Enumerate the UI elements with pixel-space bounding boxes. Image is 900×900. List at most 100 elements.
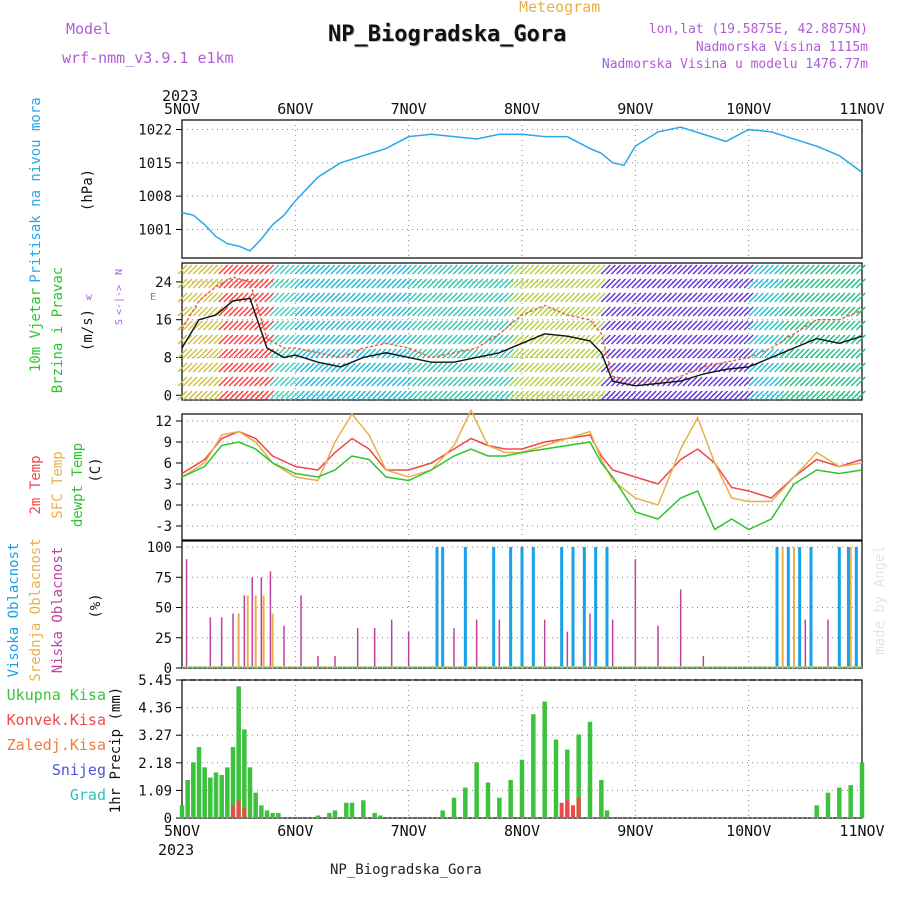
wind-barb — [412, 334, 423, 345]
wind-barb — [447, 362, 458, 373]
cloud-bar — [594, 547, 598, 668]
wind-barb — [682, 362, 693, 373]
wind-barb — [401, 306, 412, 317]
wind-barb — [631, 334, 642, 345]
wind-barb — [177, 348, 188, 359]
wind-barb — [452, 390, 463, 401]
wind-barbs — [177, 264, 866, 401]
cloud-bar — [269, 571, 272, 668]
wind-barb — [325, 390, 336, 401]
ytick-label-cloud: 75 — [155, 570, 172, 586]
wind-barb — [350, 320, 361, 331]
wind-barb — [391, 278, 402, 289]
cloud-bar — [373, 628, 376, 668]
wind-barb — [279, 376, 290, 387]
wind-barb — [636, 348, 647, 359]
wind-barb — [233, 376, 244, 387]
wind-barb — [677, 390, 688, 401]
wind-barb — [182, 376, 193, 387]
wind-barb — [254, 278, 264, 289]
wind-barb — [748, 306, 759, 317]
cloud-bar — [775, 547, 779, 668]
wind-barb — [580, 320, 591, 331]
wind-barb — [330, 320, 341, 331]
xtick-label-top: 7NOV — [391, 100, 427, 118]
wind-barb — [320, 348, 331, 359]
wind-barb — [667, 306, 678, 317]
wind-barb — [835, 278, 846, 289]
wind-barb — [840, 348, 851, 359]
wind-barb — [687, 306, 698, 317]
wind-barb — [381, 320, 392, 331]
wind-barb — [733, 320, 744, 331]
elevation-label: Nadmorska Visina 1115m — [695, 40, 868, 55]
cloud-bar — [334, 655, 336, 668]
wind-barb — [697, 376, 708, 387]
wind-barb — [310, 348, 321, 359]
wind-barb — [830, 264, 841, 275]
wind-barb — [707, 320, 718, 331]
wind-barb — [345, 306, 356, 317]
wind-barb — [503, 278, 514, 289]
wind-barb — [718, 348, 729, 359]
wind-barb — [325, 362, 336, 373]
wind-barb — [274, 320, 285, 331]
precip-bar — [202, 767, 207, 818]
wind-barb — [580, 376, 591, 387]
wind-barb — [697, 264, 708, 275]
wind-barb — [672, 320, 683, 331]
wind-barb — [702, 278, 713, 289]
ytick-label-temperature: 3 — [164, 477, 172, 493]
wind-barb — [651, 334, 662, 345]
panel-frame-temperature — [181, 413, 863, 541]
wind-barb — [437, 278, 448, 289]
wind-barb — [473, 264, 484, 275]
precip-bar — [378, 815, 383, 818]
dewpt-line — [181, 441, 863, 531]
wind-barb — [294, 334, 305, 345]
wind-barb — [432, 320, 443, 331]
wind-barb — [177, 376, 188, 387]
wind-barb — [769, 320, 780, 331]
precip-bar — [242, 729, 247, 818]
wind-barb — [514, 306, 525, 317]
wind-barb — [549, 292, 560, 303]
ytick-label-precip: 4.36 — [138, 701, 172, 717]
precip-bar — [508, 780, 513, 818]
wind-barb — [350, 334, 361, 345]
wind-barb — [702, 376, 713, 387]
wind-barb — [748, 278, 759, 289]
wind-barb — [463, 334, 474, 345]
wind-barb — [437, 292, 448, 303]
xtick-label-bottom: 11NOV — [839, 822, 884, 840]
wind-barb — [514, 292, 525, 303]
wind-barb — [662, 390, 672, 401]
wind-barb — [718, 376, 729, 387]
wind-barb — [539, 306, 550, 317]
wind-barb — [662, 362, 672, 373]
wind-barb — [519, 334, 530, 345]
wind-barb — [539, 334, 550, 345]
wind-barb — [677, 320, 688, 331]
wind-barb — [549, 362, 560, 373]
wind-barb — [672, 348, 683, 359]
wind-barb — [753, 334, 764, 345]
wind-barb — [213, 348, 224, 359]
wind-barb — [784, 278, 795, 289]
wind-ylabel-1: 10m Vjetar — [28, 288, 44, 372]
wind-barb — [529, 376, 540, 387]
wind-barb — [305, 362, 315, 373]
cloud-bar — [453, 628, 455, 668]
wind-barb — [687, 334, 698, 345]
wind-barb — [223, 292, 234, 303]
wind-barb — [753, 376, 764, 387]
wind-barb — [417, 278, 428, 289]
wind-barb — [723, 390, 734, 401]
wind-barb — [753, 320, 764, 331]
wind-barb — [804, 292, 815, 303]
wind-barb — [845, 362, 856, 373]
wind-barb — [284, 264, 295, 275]
wind-barb — [758, 306, 769, 317]
wind-barb — [192, 362, 203, 373]
wind-barb — [325, 264, 336, 275]
